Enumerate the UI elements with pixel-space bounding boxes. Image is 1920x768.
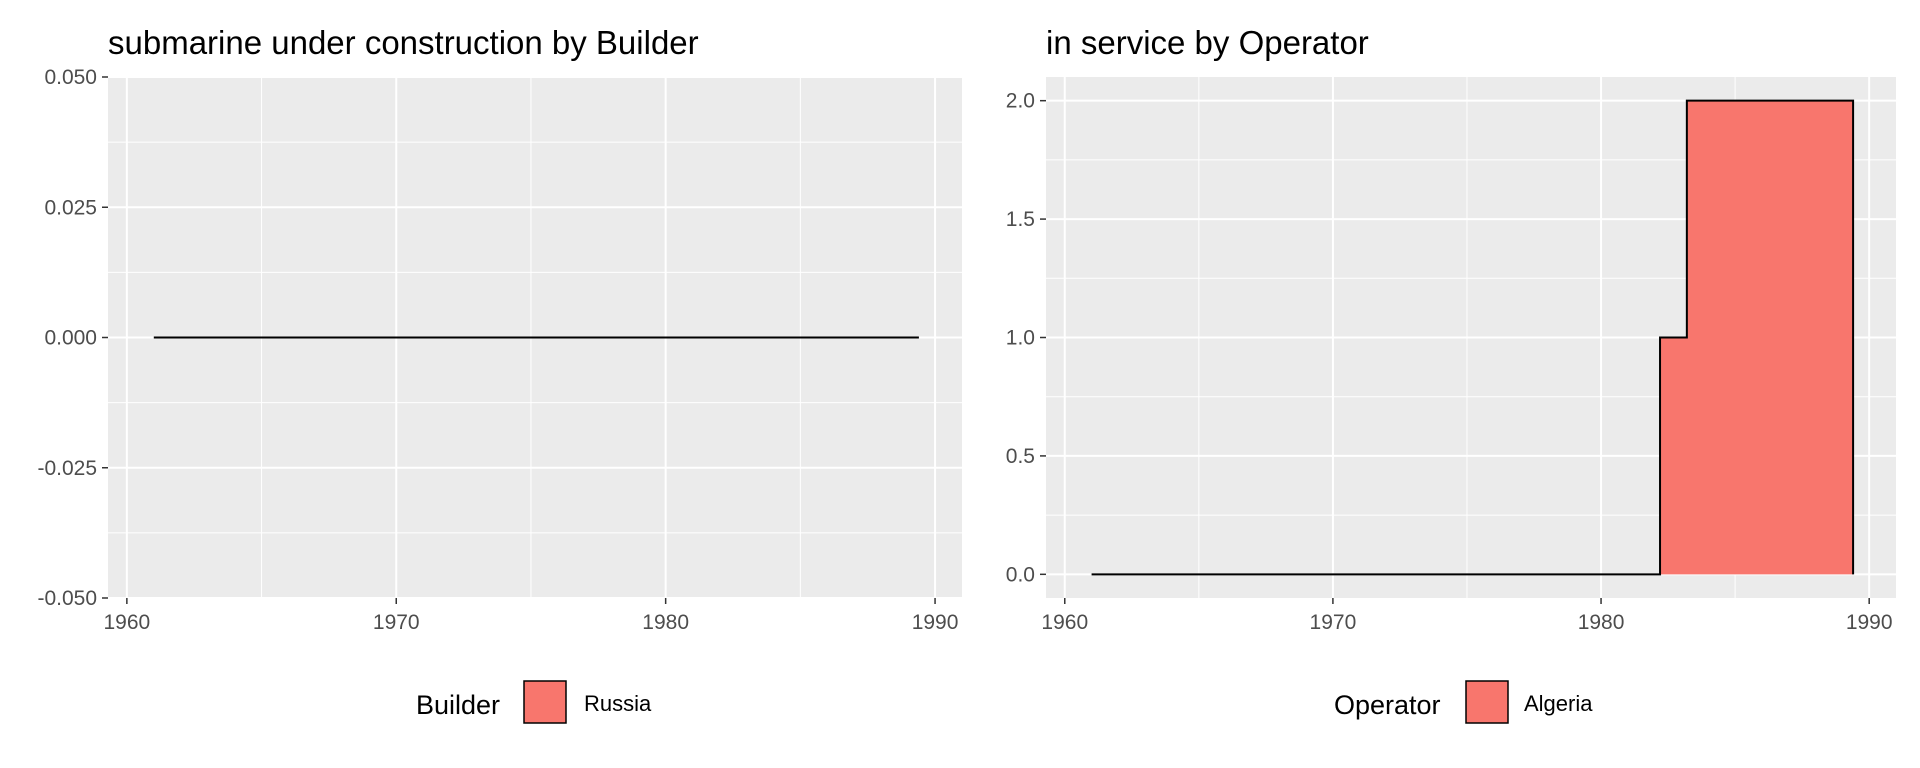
x-tick-label: 1990 [1846, 611, 1893, 634]
chart-title: submarine under construction by Builder [108, 24, 699, 61]
legend-label: Algeria [1524, 691, 1593, 716]
y-tick-label: 1.5 [1006, 208, 1035, 231]
legend-title: Operator [1334, 690, 1441, 720]
x-tick-label: 1970 [1310, 611, 1357, 634]
y-tick-label: 0.050 [44, 66, 97, 89]
x-tick-label: 1970 [373, 611, 420, 634]
series-area-algeria [1091, 100, 1854, 575]
x-tick-label: 1980 [642, 611, 689, 634]
y-tick-label: 0.0 [1006, 563, 1035, 586]
chart-panel-builder: submarine under construction by Builder … [37, 24, 962, 724]
y-tick-label: 0.5 [1006, 445, 1035, 468]
y-tick-label: 0.025 [44, 196, 97, 219]
chart-title: in service by Operator [1046, 24, 1369, 61]
y-tick-label: 2.0 [1006, 90, 1035, 113]
x-tick-label: 1960 [103, 611, 150, 634]
x-tick-label: 1980 [1578, 611, 1625, 634]
legend-key [1465, 680, 1509, 724]
chart-panel-operator: in service by Operator Operator Algeria … [1006, 24, 1896, 724]
series-line-algeria [1091, 99, 1855, 576]
legend-title: Builder [416, 690, 500, 720]
legend-label: Russia [584, 691, 652, 716]
x-tick-label: 1960 [1041, 611, 1088, 634]
y-tick-label: -0.050 [37, 587, 97, 610]
y-tick-label: 0.000 [44, 327, 97, 350]
y-tick-label: 1.0 [1006, 327, 1035, 350]
legend-key [523, 680, 567, 724]
y-tick-label: -0.025 [37, 457, 97, 480]
x-tick-label: 1990 [912, 611, 959, 634]
